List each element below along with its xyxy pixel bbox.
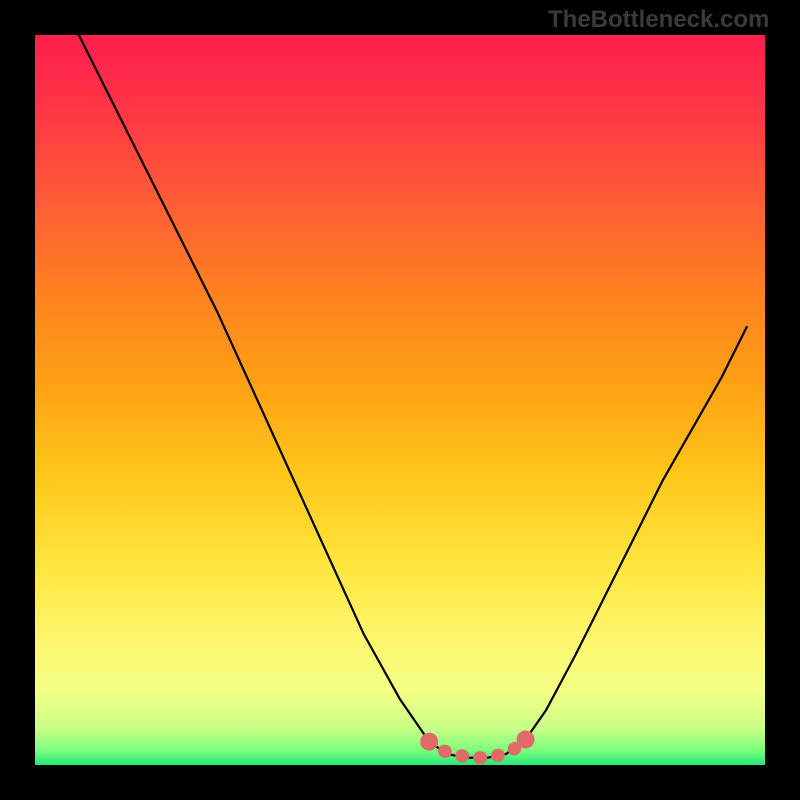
highlight-end-dot-right [517,730,535,748]
watermark-text: TheBottleneck.com [548,6,769,34]
chart-root: TheBottleneck.com [0,0,800,800]
plot-background [35,35,765,765]
bottleneck-curve-chart [0,0,800,800]
highlight-end-dot-left [420,733,438,751]
